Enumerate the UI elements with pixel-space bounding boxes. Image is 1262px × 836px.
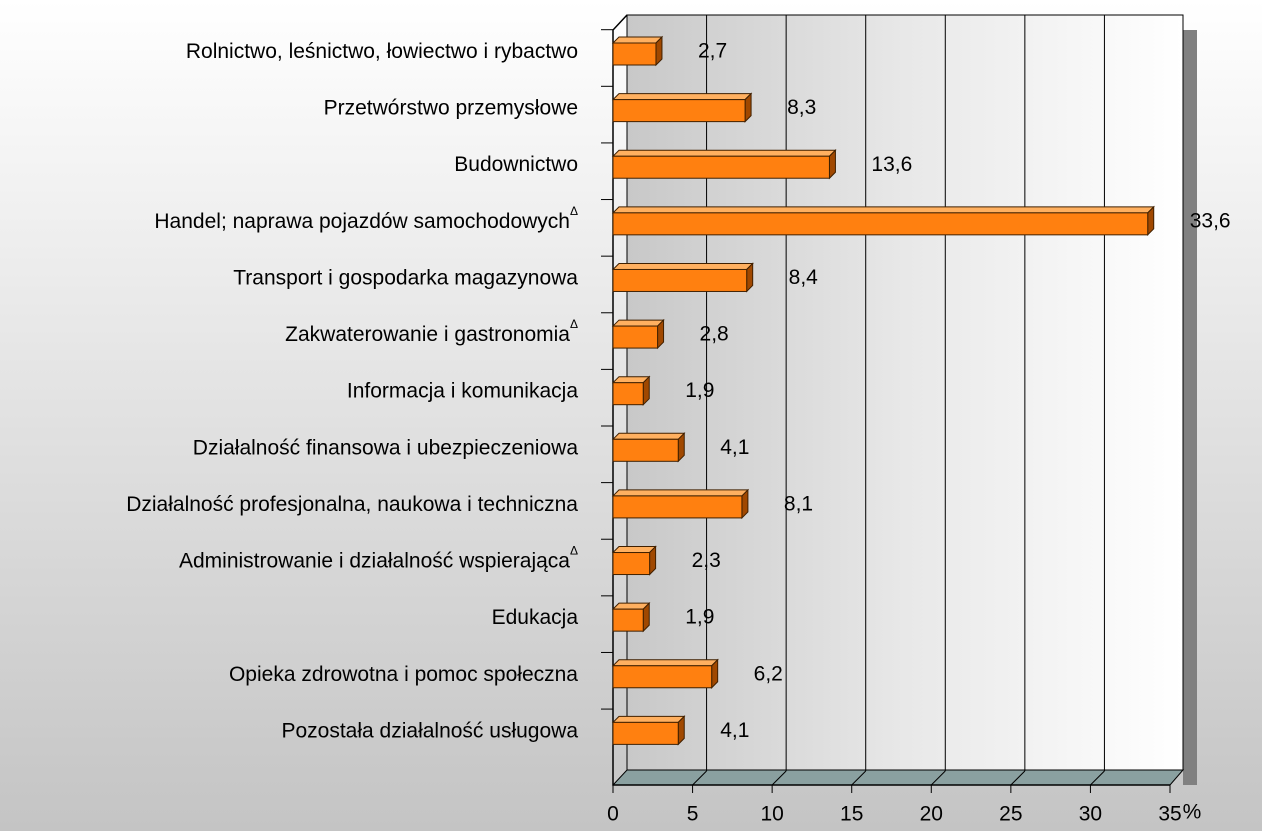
category-name: Transport i gospodarka magazynowa (233, 266, 578, 289)
y-tick-label: Transport i gospodarka magazynowa (233, 266, 578, 289)
y-tick-label: Opieka zdrowotna i pomoc społeczna (229, 662, 578, 685)
y-tick-label: Przetwórstwo przemysłowe (324, 96, 578, 119)
value-label: 4,1 (720, 719, 749, 742)
bar-front (612, 438, 679, 462)
y-tick-label: Budownictwo (454, 153, 578, 176)
value-label: 2,3 (692, 549, 721, 572)
floor-grid-line (692, 770, 707, 786)
category-name: Edukacja (492, 606, 579, 629)
bar-top (611, 262, 754, 270)
back-wall (626, 14, 1184, 771)
bar-top (611, 149, 837, 157)
value-label: 6,2 (754, 662, 783, 685)
value-label: 33,6 (1190, 209, 1231, 232)
floor-grid-line (930, 770, 946, 786)
bar-front (612, 99, 746, 123)
value-label: 8,3 (787, 96, 816, 119)
bar-front (612, 325, 659, 349)
bar (611, 149, 837, 180)
bar-top (611, 206, 1155, 214)
bar-front (612, 212, 1149, 236)
bar (611, 92, 753, 123)
bar-front (612, 552, 651, 576)
category-note: Δ (570, 544, 578, 558)
x-tick-label: 35 (1158, 803, 1181, 826)
x-tick-label: 30 (1079, 803, 1102, 826)
bar (611, 658, 719, 689)
bar (611, 601, 651, 633)
category-name: Administrowanie i działalność wspierając… (179, 549, 570, 572)
bar (611, 205, 1155, 237)
bar-front (612, 382, 644, 406)
bar-top (611, 546, 657, 554)
bar-front (612, 495, 743, 519)
bar-top (611, 93, 753, 101)
bar-front (612, 155, 830, 179)
category-name: Pozostała działalność usługowa (281, 719, 578, 742)
category-name: Działalność profesjonalna, naukowa i tec… (126, 492, 578, 515)
floor-grid-line (1090, 770, 1105, 786)
category-name: Zakwaterowanie i gastronomia (285, 323, 570, 346)
bar (611, 375, 651, 406)
x-tick-label: 0 (607, 803, 619, 826)
floor-grid-line (1010, 770, 1026, 786)
bar (611, 318, 665, 350)
value-label: 2,7 (698, 40, 727, 63)
category-name: Działalność finansowa i ubezpieczeniowa (193, 436, 579, 459)
value-label: 1,9 (685, 379, 714, 402)
wall-shadow (1183, 30, 1197, 785)
y-tick-label: Edukacja (492, 606, 579, 629)
category-note: Δ (570, 317, 578, 331)
bar-top (611, 36, 664, 44)
category-name: Handel; naprawa pojazdów samochodowych (154, 209, 570, 232)
x-tick-label: 5 (687, 803, 699, 826)
bar-top (611, 715, 686, 723)
bar (611, 262, 754, 293)
value-label: 2,8 (700, 323, 729, 346)
value-label: 4,1 (720, 436, 749, 459)
bar (611, 35, 664, 67)
bar-front (612, 665, 713, 689)
category-name: Budownictwo (454, 153, 578, 176)
x-tick-label: 10 (760, 803, 783, 826)
bar (611, 715, 686, 746)
floor-grid-line (851, 770, 867, 786)
bar-front (612, 268, 748, 292)
x-tick-label: 20 (920, 803, 943, 826)
floor-grid-line (771, 770, 787, 786)
category-name: Przetwórstwo przemysłowe (324, 96, 578, 119)
bar-front (612, 608, 644, 632)
value-label: 8,1 (784, 492, 813, 515)
y-tick-label: Pozostała działalność usługowa (281, 719, 578, 742)
x-tick-label: 15 (840, 803, 863, 826)
category-name: Opieka zdrowotna i pomoc społeczna (229, 662, 578, 685)
y-tick-label: Działalność finansowa i ubezpieczeniowa (193, 436, 579, 459)
bar-top (611, 432, 686, 440)
x-axis-label: % (1183, 801, 1202, 824)
y-tick-label: Handel; naprawa pojazdów samochodowychΔ (154, 204, 578, 232)
value-label: 8,4 (789, 266, 819, 289)
bar-top (611, 319, 665, 327)
x-tick-label: 25 (999, 803, 1022, 826)
y-tick-label: Rolnictwo, leśnictwo, łowiectwo i rybact… (186, 40, 578, 63)
value-label: 1,9 (685, 606, 714, 629)
bar-front (612, 721, 679, 745)
bar-front (612, 42, 657, 66)
y-tick-label: Administrowanie i działalność wspierając… (179, 544, 578, 572)
value-label: 13,6 (871, 153, 912, 176)
y-tick-label: Informacja i komunikacja (347, 379, 578, 402)
bar-top (611, 489, 750, 497)
bar (611, 432, 686, 463)
category-note: Δ (570, 204, 578, 218)
bar (611, 545, 657, 576)
bar-top (611, 659, 719, 667)
bar (611, 488, 750, 520)
category-name: Rolnictwo, leśnictwo, łowiectwo i rybact… (186, 40, 578, 63)
category-name: Informacja i komunikacja (347, 379, 578, 402)
y-tick-label: Zakwaterowanie i gastronomiaΔ (285, 317, 578, 345)
y-tick-label: Działalność profesjonalna, naukowa i tec… (126, 492, 578, 515)
